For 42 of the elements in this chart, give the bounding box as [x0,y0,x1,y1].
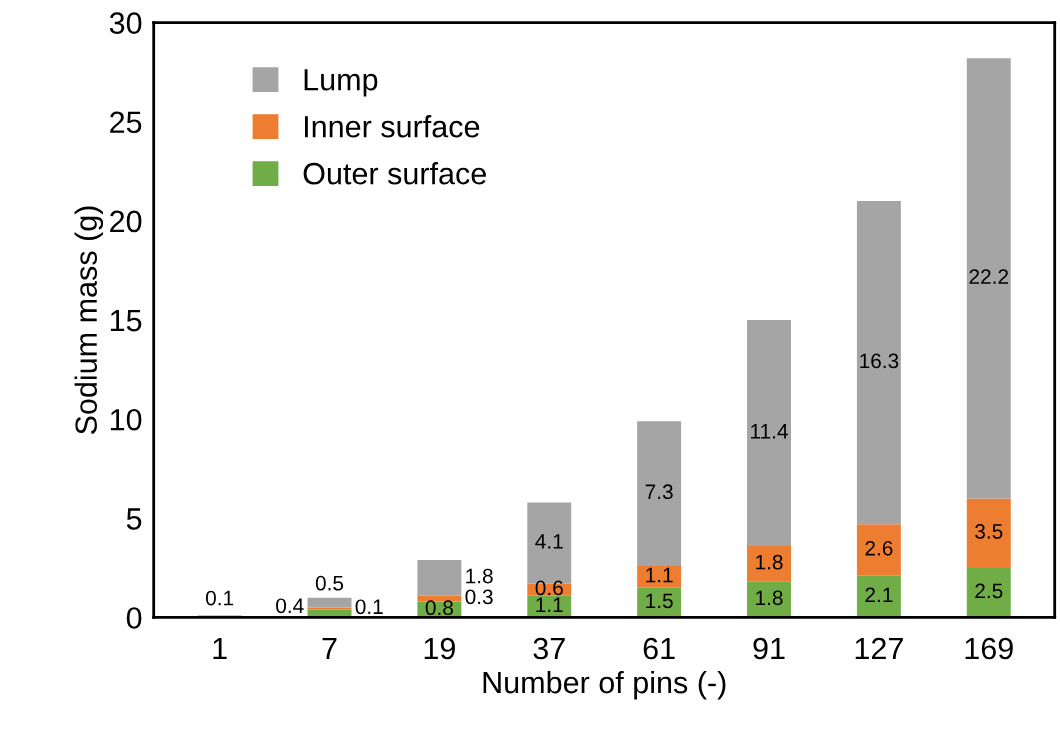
data-label: 0.8 [425,600,453,616]
data-label: 0.4 [276,598,304,614]
data-label: 1.1 [646,567,673,583]
legend-label: Inner surface [304,115,480,138]
data-label: 0.6 [535,580,563,596]
data-label: 2.6 [865,540,893,556]
data-label: 2.1 [865,587,893,603]
data-label: 0.1 [355,599,383,615]
x-tick-label: 61 [643,637,675,660]
legend-label: Lump [304,69,378,97]
x-tick-label: 19 [424,637,455,660]
data-label: 4.1 [535,534,563,549]
data-label: 7.3 [645,484,673,500]
data-label: 16.3 [860,353,899,369]
y-tick-label: 10 [110,408,142,431]
y-tick-label: 20 [110,210,142,233]
data-label: 1.1 [536,597,563,612]
legend-label: Outer surface [303,162,486,185]
data-label: 1.5 [646,593,673,609]
y-tick-label: 25 [110,111,142,134]
x-tick-label: 1 [213,638,227,660]
data-label: 2.5 [975,583,1003,599]
x-tick-label: 91 [753,637,785,660]
x-tick-label: 169 [965,637,1013,660]
data-label: 22.2 [969,269,1008,284]
data-label: 1.8 [466,568,493,584]
data-label: 0.5 [315,575,344,591]
data-label: 1.8 [756,554,783,570]
x-tick-label: 7 [322,638,337,660]
y-axis-title: Sodium mass (g) [74,206,104,435]
x-tick-label: 127 [855,637,903,660]
x-tick-label: 37 [533,637,565,660]
y-tick-label: 30 [109,12,142,34]
x-axis-title: Number of pins (-) [483,670,726,700]
y-tick-label: 5 [126,508,142,530]
data-label: 11.4 [751,424,788,439]
data-label: 3.5 [975,524,1003,539]
data-label: 1.8 [756,590,783,606]
data-label: 0.1 [205,590,234,606]
y-tick-label: 15 [110,310,142,332]
data-label: 0.3 [465,589,493,605]
y-tick-label: 0 [126,607,142,629]
